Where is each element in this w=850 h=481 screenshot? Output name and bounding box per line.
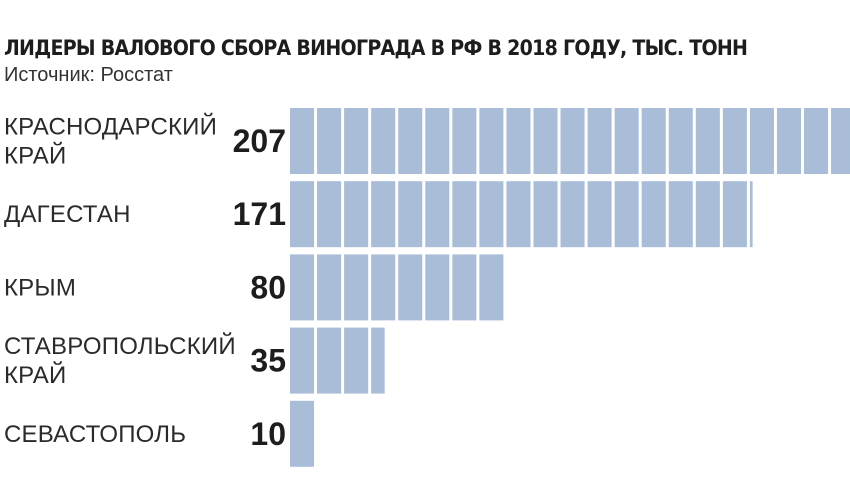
bar-segment	[290, 181, 315, 248]
bar-segment	[506, 108, 531, 174]
bar-segment	[641, 181, 666, 248]
bar-2	[290, 254, 504, 321]
bar-1	[290, 181, 753, 248]
category-label: СТАВРОПОЛЬСКИЙ КРАЙ	[4, 332, 236, 389]
bar-segment	[452, 181, 477, 248]
bar-segment	[371, 108, 396, 174]
bar-segment	[290, 108, 315, 174]
bar-segment	[506, 181, 531, 248]
bar-segment	[722, 181, 747, 248]
bar-4	[290, 400, 315, 467]
category-label: ДАГЕСТАН	[4, 201, 131, 228]
category-label: КРЫМ	[4, 274, 76, 301]
category-label-line: ДАГЕСТАН	[4, 201, 131, 228]
bar-segment	[344, 181, 369, 248]
data-label: 80	[250, 269, 286, 305]
bar-segment	[804, 108, 829, 174]
bar-segment	[560, 181, 585, 248]
bar-segment	[317, 181, 342, 248]
data-label: 207	[233, 123, 286, 159]
bar-segment	[560, 108, 585, 174]
category-label-line: КРАСНОДАРСКИЙ	[4, 113, 217, 141]
data-label: 35	[250, 343, 286, 379]
bar-segment	[425, 181, 450, 248]
chart-title: ЛИДЕРЫ ВАЛОВОГО СБОРА ВИНОГРАДА В РФ В 2…	[4, 36, 748, 60]
category-label: КРАСНОДАРСКИЙ КРАЙ	[4, 113, 217, 170]
bar-0	[290, 108, 850, 174]
bar-segment	[344, 327, 369, 394]
bar-segment	[371, 254, 396, 321]
bar-segment	[371, 327, 385, 394]
bar-segment	[722, 108, 747, 174]
bar-segment	[831, 108, 850, 174]
bar-segment	[749, 181, 753, 248]
bar-segment	[290, 327, 315, 394]
bar-segment	[425, 254, 450, 321]
bar-segment	[479, 108, 504, 174]
bar-segment	[398, 181, 423, 248]
bar-segment	[398, 254, 423, 321]
bar-segment	[290, 400, 315, 467]
bar-segment	[290, 254, 315, 321]
bar-segment	[425, 108, 450, 174]
data-label: 10	[250, 416, 286, 452]
bar-segment	[452, 108, 477, 174]
bar-segment	[317, 108, 342, 174]
chart-subtitle: Источник: Росстат	[4, 64, 173, 86]
bar-segment	[587, 181, 612, 248]
bar-segment	[668, 181, 693, 248]
bar-segment	[479, 254, 504, 321]
bar-segment	[614, 181, 639, 248]
data-label: 171	[233, 196, 286, 232]
bar-segment	[317, 327, 342, 394]
category-label-line: СТАВРОПОЛЬСКИЙ	[4, 332, 236, 360]
bar-segment	[668, 108, 693, 174]
bar-segment	[533, 108, 558, 174]
category-label-line: КРАЙ	[4, 142, 66, 170]
bar-segment	[587, 108, 612, 174]
bar-segment	[398, 108, 423, 174]
bar-segment	[371, 181, 396, 248]
category-label-line: СЕВАСТОПОЛЬ	[4, 421, 186, 448]
bar-segment	[695, 181, 720, 248]
bar-segment	[776, 108, 802, 174]
bar-segment	[641, 108, 666, 174]
bar-segment	[479, 181, 504, 248]
bar-segment	[344, 254, 369, 321]
bar-segment	[749, 108, 774, 174]
category-label: СЕВАСТОПОЛЬ	[4, 421, 186, 448]
bar-segment	[614, 108, 639, 174]
bar-segment	[452, 254, 477, 321]
bar-segment	[317, 254, 342, 321]
bar-segment	[695, 108, 720, 174]
bar-segment	[533, 181, 558, 248]
category-label-line: КРАЙ	[4, 361, 66, 389]
category-label-line: КРЫМ	[4, 274, 76, 301]
bar-3	[290, 327, 385, 394]
bar-segment	[344, 108, 369, 174]
